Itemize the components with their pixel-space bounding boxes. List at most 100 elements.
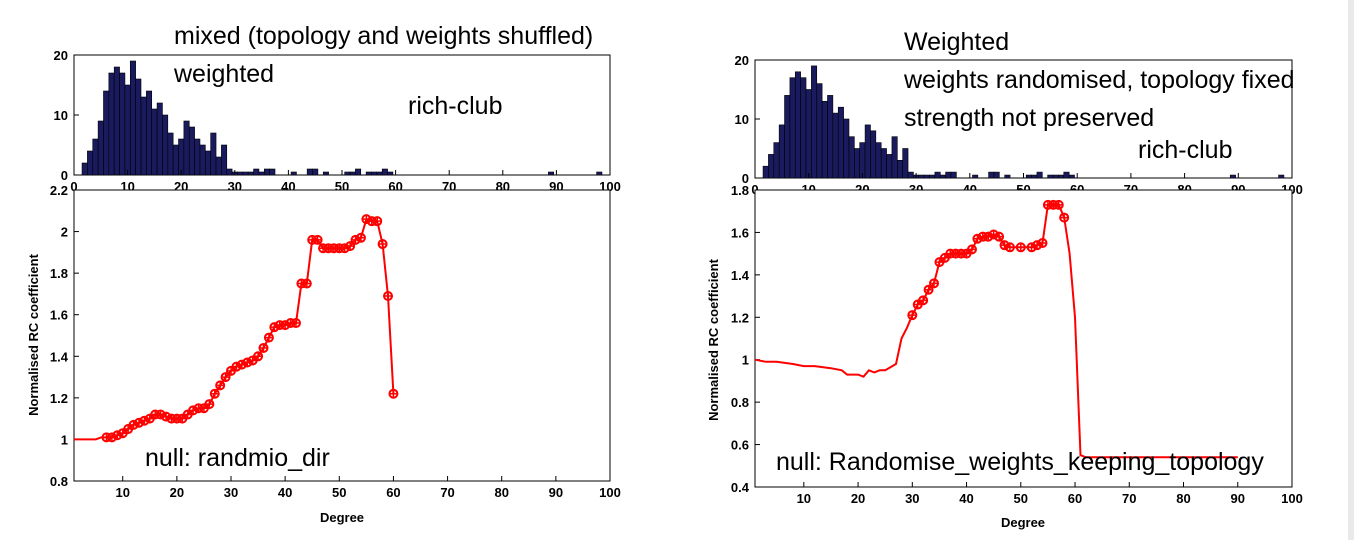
left-annotation-title: mixed (topology and weights shuffled)	[174, 22, 593, 50]
rh-bar	[1229, 174, 1236, 179]
lh-bar	[156, 102, 163, 176]
lh-bar	[258, 171, 265, 176]
lh-bar	[183, 120, 190, 176]
left-rc-markers	[101, 214, 399, 443]
rh-y-tick-label: 20	[735, 53, 749, 68]
rh-bar	[923, 174, 930, 179]
rr-x-tick-label: 10	[797, 491, 811, 506]
rr-y-tick-label: 1	[742, 353, 749, 368]
rh-bar	[945, 171, 952, 179]
lh-bar	[322, 171, 329, 176]
rr-marker-star	[913, 300, 922, 309]
rh-bar	[768, 154, 775, 179]
left-annotation-rich-club: rich-club	[408, 92, 502, 120]
lh-bar	[199, 144, 206, 176]
rh-bar	[1031, 174, 1038, 179]
rh-bar	[800, 77, 807, 179]
rh-bar	[859, 142, 866, 179]
rh-bar	[821, 101, 828, 179]
rr-marker-star	[1054, 200, 1063, 209]
right-x-axis-label: Degree	[1001, 515, 1045, 530]
lr-x-tick-label: 80	[494, 485, 508, 500]
lr-marker-star	[210, 389, 219, 398]
lh-bar	[344, 171, 351, 176]
rh-bar	[778, 124, 785, 179]
rr-marker-star	[995, 232, 1004, 241]
right-histogram-bars	[762, 65, 1285, 179]
lr-x-tick-label: 20	[170, 485, 184, 500]
rh-bar	[789, 77, 796, 179]
lh-bar	[355, 168, 362, 176]
lh-bar	[81, 162, 88, 176]
lh-bar	[103, 90, 110, 176]
rr-x-tick-label: 80	[1176, 491, 1190, 506]
rh-bar	[918, 174, 925, 179]
rh-bar	[827, 95, 834, 179]
rh-bar	[837, 106, 844, 179]
lh-y-tick-label: 10	[54, 108, 68, 123]
lh-bar	[365, 171, 372, 176]
lh-y-tick-label: 0	[61, 168, 68, 183]
lr-marker-star	[291, 319, 300, 328]
rr-marker-star	[908, 311, 917, 320]
rr-x-tick-label: 30	[905, 491, 919, 506]
lr-y-tick-label: 1.4	[50, 349, 69, 364]
rh-bar	[805, 89, 812, 179]
rh-bar	[897, 160, 903, 179]
lh-bar	[92, 138, 99, 176]
rh-bar	[854, 148, 861, 179]
lr-y-tick-label: 1.8	[50, 266, 68, 281]
rh-bar	[907, 171, 914, 179]
lh-bar	[124, 84, 131, 176]
rr-y-tick-label: 1.8	[731, 183, 749, 198]
lh-bar	[263, 168, 270, 176]
lr-marker-star	[356, 233, 365, 242]
lr-x-tick-label: 10	[115, 485, 129, 500]
lh-bar	[221, 144, 228, 176]
rh-bar	[1004, 174, 1011, 179]
rh-bar	[1068, 174, 1075, 179]
lh-bar	[188, 126, 195, 176]
left-annotation-weighted: weighted	[173, 60, 274, 88]
rh-bar	[784, 95, 791, 179]
right-rc-panel: 10 20 30 40 50 60 70 80 90 100 0.4 0.6 0.8 1 1.2 1.4 1.…	[706, 183, 1303, 530]
right-annotation-null: null: Randomise_weights_keeping_topology	[776, 448, 1264, 476]
rr-marker-star	[940, 253, 949, 262]
rh-bar	[1063, 171, 1070, 179]
lh-y-tick-label: 20	[54, 48, 68, 63]
rh-bar	[880, 148, 887, 179]
right-rc-markers	[907, 199, 1070, 321]
lr-marker-star	[254, 352, 263, 361]
lh-bar	[237, 171, 244, 176]
lh-bar	[349, 171, 356, 176]
lr-marker-star	[264, 333, 273, 342]
rr-marker-star	[1038, 239, 1047, 248]
lr-x-tick-label: 60	[386, 485, 400, 500]
lr-marker-star	[378, 240, 387, 249]
lh-bar	[242, 171, 249, 176]
lh-bar	[596, 171, 603, 176]
lh-bar	[135, 78, 142, 176]
left-histogram-bars	[81, 60, 603, 176]
lr-marker-star	[384, 292, 393, 301]
lh-bar	[381, 168, 388, 176]
lr-marker-star	[302, 279, 311, 288]
lh-bar	[226, 168, 233, 176]
lr-x-tick-label: 50	[332, 485, 346, 500]
left-rc-x-ticks: 10 20 30 40 50 60 70 80 90 100	[115, 476, 621, 500]
rh-bar	[891, 136, 898, 179]
lr-y-tick-label: 2	[61, 225, 68, 240]
lr-y-tick-label: 2.2	[50, 183, 68, 198]
rr-x-tick-label: 60	[1068, 491, 1082, 506]
right-y-axis-label: Normalised RC coefficient	[706, 258, 721, 420]
rr-x-tick-label: 90	[1231, 491, 1245, 506]
lh-bar	[172, 144, 179, 176]
lr-y-tick-label: 0.8	[50, 474, 68, 489]
lh-bar	[113, 66, 120, 176]
lh-bar	[119, 72, 126, 176]
lr-marker-star	[221, 373, 230, 382]
rh-bar	[929, 174, 936, 179]
right-rc-y-ticks: 0.4 0.6 0.8 1 1.2 1.4 1.6 1.8	[731, 183, 760, 495]
